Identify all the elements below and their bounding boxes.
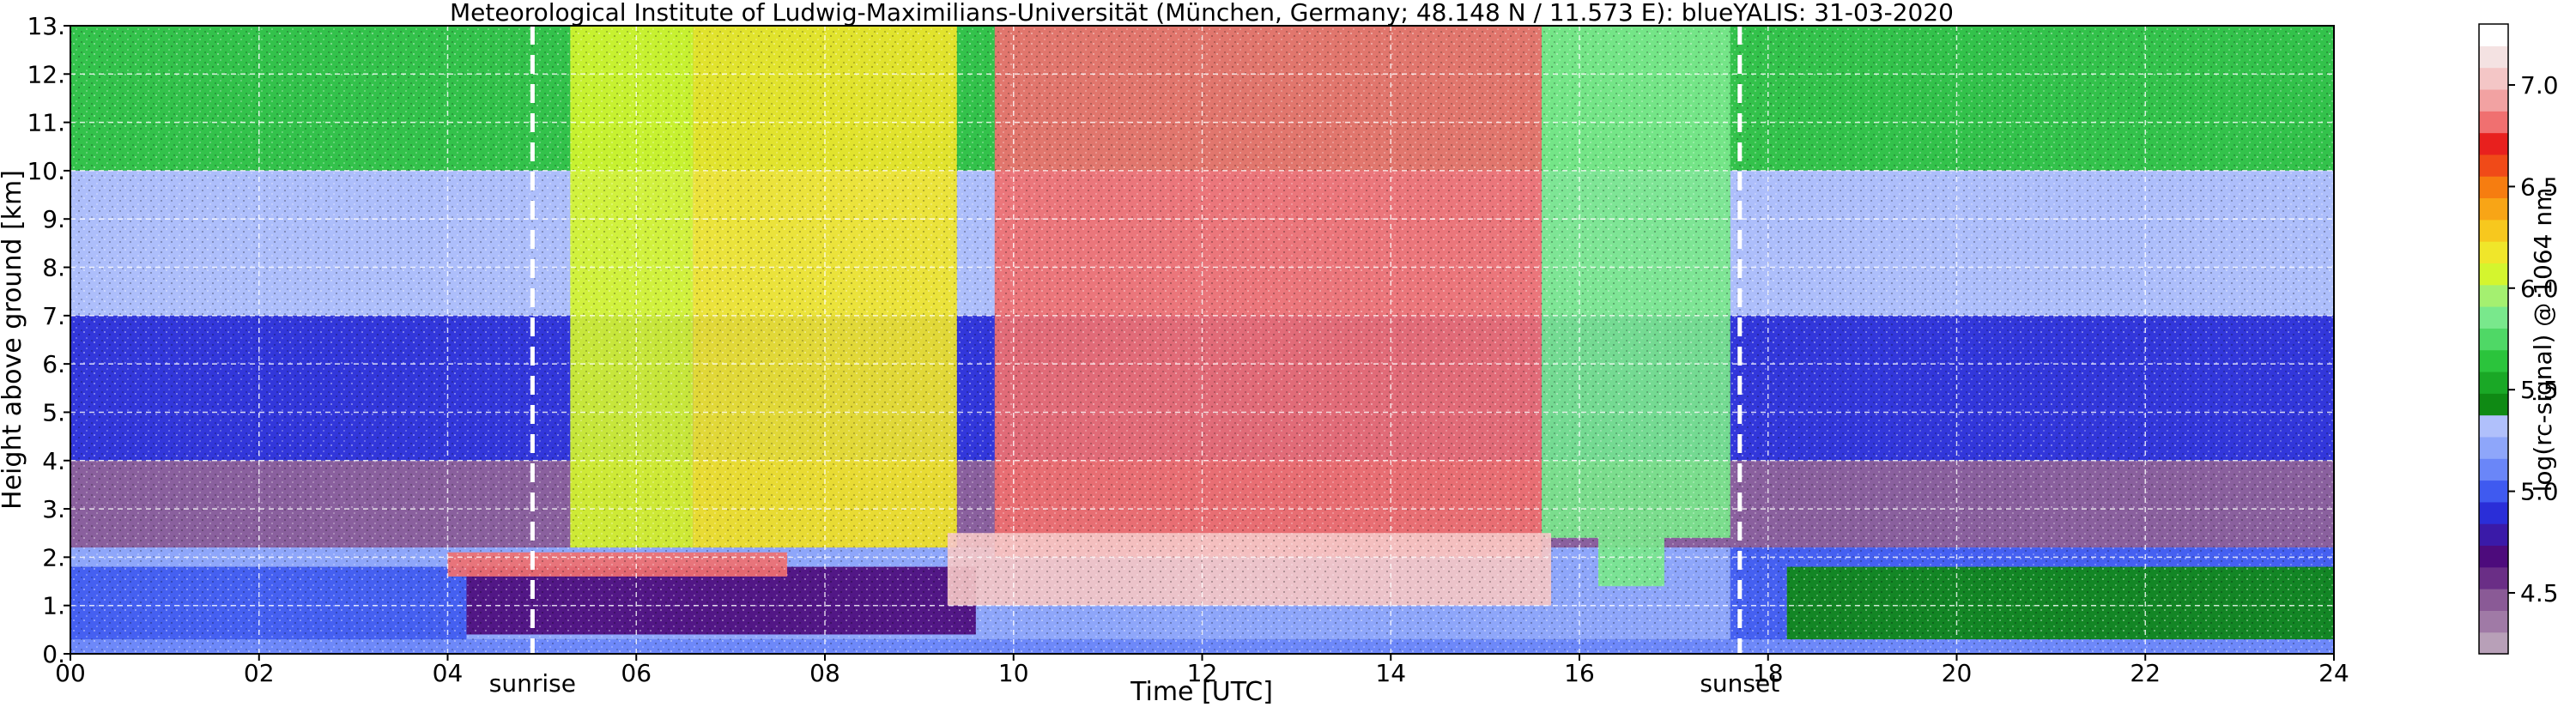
x-tick-label: 20 (1942, 659, 1973, 687)
colorbar-segment (2479, 219, 2508, 242)
colorbar-segment (2479, 67, 2508, 90)
colorbar-segment (2479, 154, 2508, 177)
colorbar-segment (2479, 371, 2508, 394)
y-tick-label: 9. (42, 205, 65, 233)
x-tick-label: 24 (2318, 659, 2349, 687)
chart-title: Meteorological Institute of Ludwig-Maxim… (450, 0, 1954, 27)
y-tick-label: 0. (42, 640, 65, 668)
x-tick-label: 22 (2130, 659, 2161, 687)
colorbar-segment (2479, 284, 2508, 307)
x-tick-label: 10 (998, 659, 1029, 687)
y-tick-label: 10. (27, 157, 65, 185)
x-tick-label: 16 (1564, 659, 1595, 687)
colorbar-tick-label: 5.0 (2520, 478, 2559, 506)
colorbar-segment (2479, 480, 2508, 503)
event-label: sunset (1700, 669, 1779, 698)
event-label: sunrise (489, 669, 576, 698)
colorbar-segment (2479, 241, 2508, 264)
colorbar-tick-label: 6.0 (2520, 275, 2559, 303)
colorbar-segment (2479, 458, 2508, 481)
y-axis-label: Height above ground [km] (0, 170, 27, 510)
y-axis-ticks: 0. 1. 2. 3. 4. 5. 6. 7. 8. 9. 10. 11. 12. 13. (27, 12, 70, 668)
x-axis-label: Time [UTC] (1130, 677, 1273, 707)
x-tick-label: 06 (621, 659, 652, 687)
colorbar-segment (2479, 263, 2508, 286)
y-tick-label: 5. (42, 398, 65, 426)
colorbar-segment (2479, 566, 2508, 589)
colorbar-segment (2479, 349, 2508, 372)
colorbar-segment (2479, 132, 2508, 155)
colorbar-segment (2479, 610, 2508, 633)
y-tick-label: 3. (42, 495, 65, 523)
colorbar-segment (2479, 111, 2508, 134)
colorbar-tick-label: 7.0 (2520, 71, 2559, 100)
colorbar-label: log(rc-signal) @ 1064 nm (2529, 188, 2557, 492)
y-tick-label: 12. (27, 60, 65, 88)
colorbar-segment (2479, 24, 2508, 46)
colorbar-segment (2479, 176, 2508, 199)
colorbar-segment (2479, 45, 2508, 69)
y-tick-label: 2. (42, 543, 65, 571)
x-axis-ticks: 00 02 04 06 08 10 12 14 16 18 20 22 24 (55, 654, 2349, 687)
colorbar-segment (2479, 436, 2508, 459)
colorbar-segment (2479, 306, 2508, 329)
annotations: sunrise sunset (489, 669, 1779, 698)
y-tick-label: 1. (42, 592, 65, 620)
colorbar-segment (2479, 414, 2508, 438)
colorbar-segment (2479, 197, 2508, 221)
x-tick-label: 08 (809, 659, 840, 687)
colorbar-segment (2479, 88, 2508, 112)
colorbar-segment (2479, 393, 2508, 416)
y-tick-label: 13. (27, 12, 65, 40)
colorbar-segment (2479, 523, 2508, 547)
x-tick-label: 04 (433, 659, 464, 687)
colorbar: 4.5 5.0 5.5 6.0 6.5 7.0 (2478, 23, 2559, 655)
colorbar-tick-label: 5.5 (2520, 376, 2559, 404)
colorbar-tick-label: 4.5 (2520, 579, 2559, 607)
colorbar-tick-label: 6.5 (2520, 172, 2559, 201)
y-tick-label: 11. (27, 109, 65, 137)
x-tick-label: 12 (1187, 659, 1218, 687)
colorbar-segment (2479, 545, 2508, 568)
y-tick-label: 7. (42, 302, 65, 330)
colorbar-segment (2479, 328, 2508, 351)
x-tick-label: 00 (55, 659, 86, 687)
x-tick-label: 14 (1375, 659, 1406, 687)
y-tick-label: 8. (42, 254, 65, 282)
plot-area (70, 26, 2334, 654)
y-tick-label: 4. (42, 447, 65, 475)
colorbar-frame (2478, 23, 2509, 655)
colorbar-segment (2479, 631, 2508, 655)
colorbar-segment (2479, 589, 2508, 611)
x-tick-label: 02 (244, 659, 275, 687)
y-tick-label: 6. (42, 350, 65, 378)
x-tick-label: 18 (1753, 659, 1784, 687)
colorbar-segment (2479, 501, 2508, 524)
